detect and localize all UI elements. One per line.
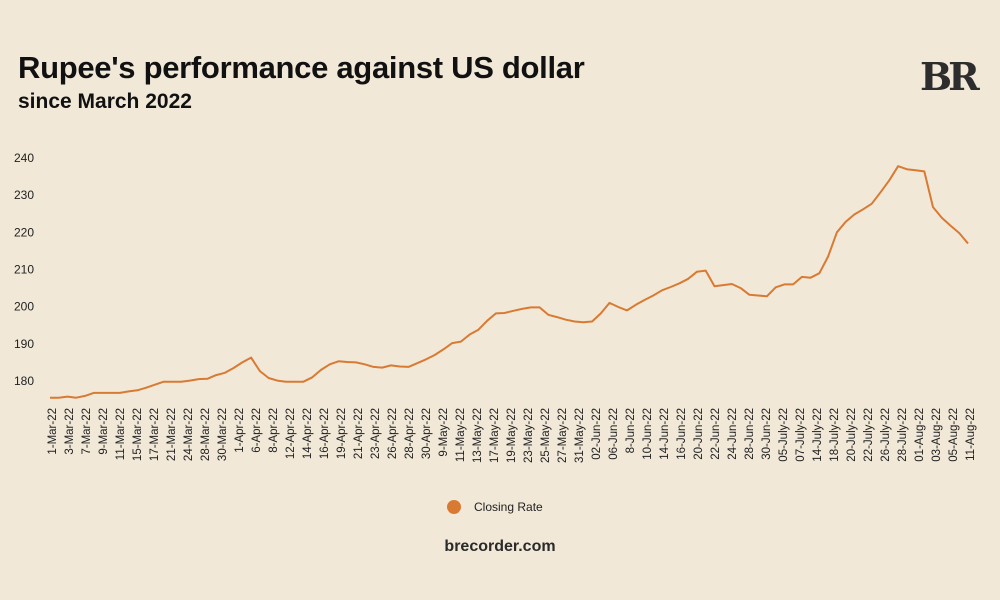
series-line-closing-rate [50, 165, 969, 399]
x-tick-label: 28-July-22 [897, 408, 909, 462]
x-tick-label: 20-Jun-22 [693, 408, 705, 460]
legend: Closing Rate [447, 500, 543, 514]
x-tick-label: 30-Mar-22 [217, 408, 229, 461]
x-tick-label: 9-May-22 [438, 408, 450, 457]
x-tick-label: 22-Jun-22 [710, 408, 722, 460]
x-tick-label: 8-Jun-22 [625, 408, 637, 453]
x-tick-label: 17-Mar-22 [149, 408, 161, 461]
x-tick-label: 07-July-22 [795, 408, 807, 462]
legend-label: Closing Rate [474, 500, 543, 514]
x-tick-label: 05-July-22 [778, 408, 790, 462]
legend-swatch [447, 500, 461, 514]
x-tick-label: 9-Mar-22 [98, 408, 110, 455]
x-tick-label: 26-Apr-22 [387, 408, 399, 459]
x-tick-label: 23-Apr-22 [370, 408, 382, 459]
x-tick-label: 19-May-22 [506, 408, 518, 463]
x-tick-label: 14-Jun-22 [659, 408, 671, 460]
x-tick-label: 8-Apr-22 [268, 408, 280, 453]
x-tick-label: 11-May-22 [455, 408, 467, 462]
x-tick-label: 30-Jun-22 [761, 408, 773, 460]
x-tick-label: 15-Mar-22 [132, 408, 144, 461]
y-tick-label: 180 [14, 374, 34, 388]
x-tick-label: 17-May-22 [489, 408, 501, 463]
y-tick-label: 200 [14, 300, 34, 314]
y-tick-label: 230 [14, 188, 34, 202]
x-tick-label: 01-Aug-22 [914, 408, 926, 462]
x-tick-label: 26-July-22 [880, 408, 892, 462]
x-axis: 1-Mar-22 3-Mar-22 7-Mar-22 9-Mar-22 11-Mar-2… [47, 408, 977, 463]
x-tick-label: 24-Jun-22 [727, 408, 739, 460]
x-tick-label: 1-Mar-22 [47, 408, 59, 455]
x-tick-label: 12-Apr-22 [285, 408, 297, 459]
x-tick-label: 28-Apr-22 [404, 408, 416, 459]
y-tick-label: 210 [14, 263, 34, 277]
x-tick-label: 18-July-22 [829, 408, 841, 462]
y-tick-label: 240 [14, 151, 34, 165]
x-tick-label: 20-July-22 [846, 408, 858, 462]
x-tick-label: 11-Aug-22 [965, 408, 977, 461]
x-tick-label: 28-Jun-22 [744, 408, 756, 460]
x-tick-label: 21-Mar-22 [166, 408, 178, 461]
x-tick-label: 02-Jun-22 [591, 408, 603, 460]
x-tick-label: 22-July-22 [863, 408, 875, 462]
x-tick-label: 25-May-22 [540, 408, 552, 463]
x-tick-label: 11-Mar-22 [115, 408, 127, 460]
source-credit: brecorder.com [444, 538, 556, 555]
chart-subtitle: since March 2022 [18, 90, 192, 113]
x-tick-label: 05-Aug-22 [948, 408, 960, 462]
br-logo: BR [920, 54, 980, 99]
y-tick-label: 220 [14, 225, 34, 239]
y-tick-label: 190 [14, 337, 34, 351]
x-tick-label: 13-May-22 [472, 408, 484, 463]
x-tick-label: 27-May-22 [557, 408, 569, 463]
x-tick-label: 19-Apr-22 [336, 408, 348, 459]
x-tick-label: 28-Mar-22 [200, 408, 212, 461]
x-tick-label: 6-Apr-22 [251, 408, 263, 453]
chart-title: Rupee's performance against US dollar [18, 50, 585, 85]
x-tick-label: 7-Mar-22 [81, 408, 93, 455]
y-axis: 180 190 200 210 220 230 240 [14, 151, 34, 388]
x-tick-label: 23-May-22 [523, 408, 535, 463]
x-tick-label: 03-Aug-22 [931, 408, 943, 462]
x-tick-label: 3-Mar-22 [64, 408, 76, 455]
x-tick-label: 31-May-22 [574, 408, 586, 463]
x-tick-label: 1-Apr-22 [234, 408, 246, 453]
x-tick-label: 16-Jun-22 [676, 408, 688, 460]
x-tick-label: 30-Apr-22 [421, 408, 433, 459]
x-tick-label: 14-Apr-22 [302, 408, 314, 459]
x-tick-label: 14-July-22 [812, 408, 824, 462]
x-tick-label: 06-Jun-22 [608, 408, 620, 460]
x-tick-label: 21-Apr-22 [353, 408, 365, 459]
x-tick-label: 10-Jun-22 [642, 408, 654, 460]
x-tick-label: 16-Apr-22 [319, 408, 331, 459]
series-group [50, 165, 969, 399]
x-tick-label: 24-Mar-22 [183, 408, 195, 461]
